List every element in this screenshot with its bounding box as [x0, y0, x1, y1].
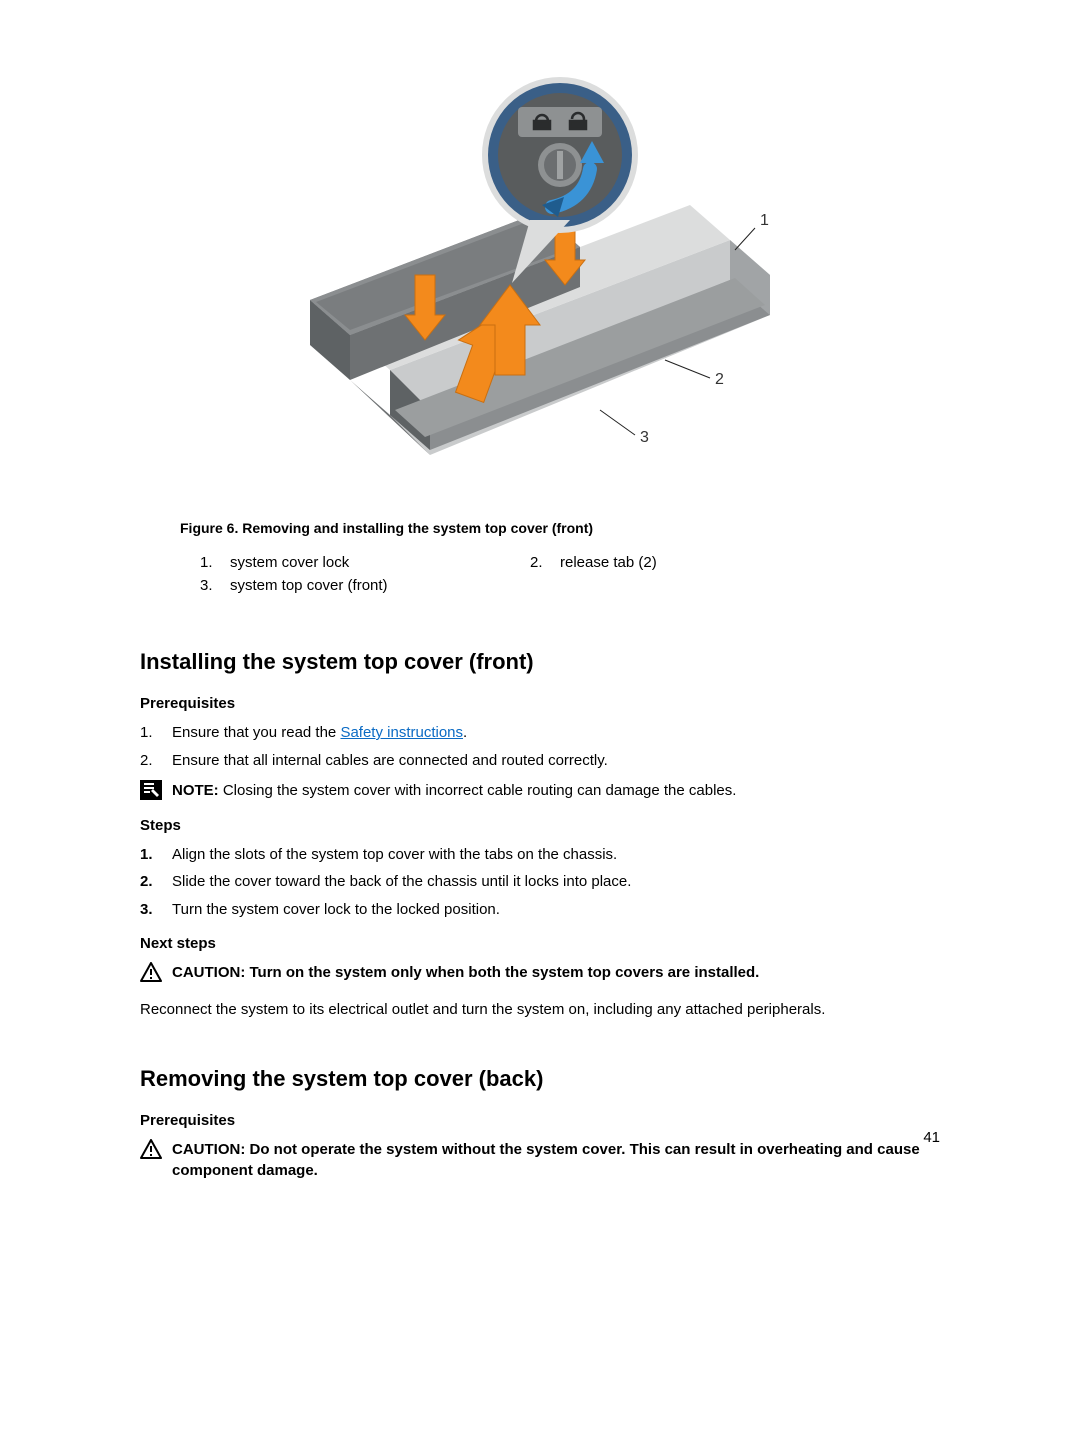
list-num: 1.: [140, 722, 172, 744]
caution-label: CAUTION:: [172, 1141, 250, 1158]
figure-6: 1 2 3: [140, 60, 940, 505]
figure-legend: 1. system cover lock 2. release tab (2) …: [200, 554, 940, 594]
note-callout: NOTE: Closing the system cover with inco…: [140, 780, 940, 801]
step-text: Turn the system cover lock to the locked…: [172, 899, 500, 921]
subhead-prerequisites-b: Prerequisites: [140, 1112, 940, 1129]
caution-callout-a: CAUTION: Turn on the system only when bo…: [140, 962, 940, 983]
step-text: Slide the cover toward the back of the c…: [172, 871, 631, 893]
note-text: NOTE: Closing the system cover with inco…: [172, 780, 736, 801]
next-steps-body: Reconnect the system to its electrical o…: [140, 999, 940, 1021]
caution-text-b: CAUTION: Do not operate the system witho…: [172, 1139, 940, 1181]
step-num: 2.: [140, 871, 172, 893]
legend-text-1: system cover lock: [230, 554, 530, 571]
list-text: Ensure that you read the Safety instruct…: [172, 722, 467, 744]
caution-icon: [140, 1139, 162, 1159]
legend-num-2: 2.: [530, 554, 560, 571]
heading-remove-back: Removing the system top cover (back): [140, 1066, 940, 1092]
subhead-prerequisites-a: Prerequisites: [140, 695, 940, 712]
prereq-text-post: .: [463, 724, 467, 741]
caution-body: Turn on the system only when both the sy…: [250, 964, 760, 981]
legend-num-3: 3.: [200, 577, 230, 594]
svg-text:1: 1: [760, 212, 769, 229]
steps-list-a: 1.Align the slots of the system top cove…: [140, 844, 940, 921]
caution-icon: [140, 962, 162, 982]
note-label: NOTE:: [172, 782, 219, 799]
caution-body: Do not operate the system without the sy…: [172, 1141, 920, 1179]
figure-caption: Figure 6. Removing and installing the sy…: [180, 520, 940, 536]
caution-label: CAUTION:: [172, 964, 250, 981]
svg-text:3: 3: [640, 429, 649, 446]
legend-num-1: 1.: [200, 554, 230, 571]
step-text: Align the slots of the system top cover …: [172, 844, 617, 866]
page-number: 41: [923, 1129, 940, 1146]
prereq-text-pre: Ensure that you read the: [172, 724, 340, 741]
svg-text:2: 2: [715, 371, 724, 388]
list-num: 2.: [140, 750, 172, 772]
subhead-next-steps: Next steps: [140, 935, 940, 952]
note-icon: [140, 780, 162, 800]
caution-callout-b: CAUTION: Do not operate the system witho…: [140, 1139, 940, 1181]
list-text: Ensure that all internal cables are conn…: [172, 750, 608, 772]
step-num: 3.: [140, 899, 172, 921]
figure-svg: 1 2 3: [260, 60, 820, 500]
note-body: Closing the system cover with incorrect …: [219, 782, 737, 799]
safety-instructions-link[interactable]: Safety instructions: [340, 724, 463, 741]
prereq-list-a: 1. Ensure that you read the Safety instr…: [140, 722, 940, 772]
legend-text-3: system top cover (front): [230, 577, 530, 594]
legend-text-2: release tab (2): [560, 554, 860, 571]
heading-install-front: Installing the system top cover (front): [140, 649, 940, 675]
caution-text-a: CAUTION: Turn on the system only when bo…: [172, 962, 759, 983]
step-num: 1.: [140, 844, 172, 866]
subhead-steps-a: Steps: [140, 817, 940, 834]
